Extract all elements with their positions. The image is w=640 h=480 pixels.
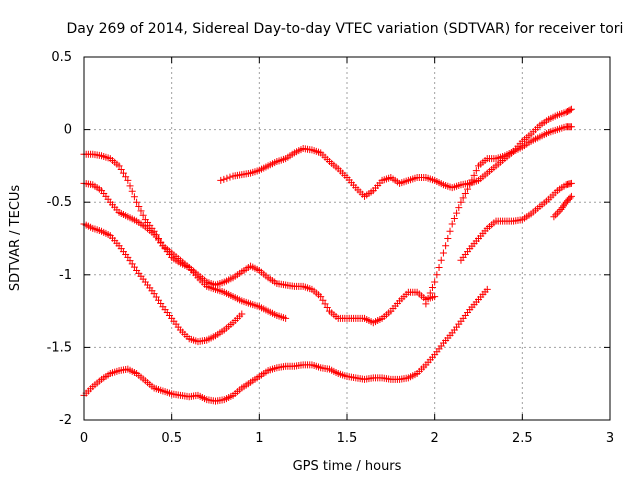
data-point: [555, 207, 563, 215]
x-tick-label: 3: [606, 431, 614, 446]
data-point: [317, 293, 325, 301]
y-axis-ticks: -2 -1.5 -1 -0.5 0 0.5: [47, 50, 610, 428]
data-point: [135, 203, 143, 211]
data-point: [426, 289, 434, 297]
data-point: [122, 173, 130, 181]
y-tick-label: -1.5: [47, 340, 72, 355]
data-point: [117, 166, 125, 174]
data-point: [431, 278, 439, 286]
x-tick-label: 2.5: [512, 431, 533, 446]
y-tick-label: -0.5: [47, 195, 72, 210]
data-point: [137, 207, 145, 215]
data-point: [428, 284, 436, 292]
y-tick-label: -2: [59, 413, 72, 428]
data-point: [466, 181, 474, 189]
data-point: [567, 123, 575, 131]
data-point: [133, 198, 141, 206]
y-tick-label: 0.5: [51, 50, 72, 65]
chart-title: Day 269 of 2014, Sidereal Day-to-day VTE…: [67, 21, 624, 37]
x-tick-label: 1: [255, 431, 263, 446]
data-points: [80, 105, 575, 405]
data-point: [567, 192, 575, 200]
data-point: [446, 227, 454, 235]
data-point: [472, 167, 480, 175]
data-point: [126, 182, 134, 190]
data-point: [558, 204, 566, 212]
data-point: [560, 202, 568, 210]
data-point: [557, 205, 565, 213]
data-point: [566, 194, 574, 202]
data-point: [437, 256, 445, 264]
data-point: [130, 193, 138, 201]
series-arc-8: [550, 192, 575, 221]
data-point: [223, 174, 231, 182]
series-arc-5: [217, 123, 575, 200]
grid-lines: [83, 56, 611, 421]
x-tick-label: 0: [80, 431, 88, 446]
data-point: [566, 106, 574, 114]
series-arc-6: [422, 105, 575, 308]
data-point: [483, 285, 491, 293]
data-point: [238, 310, 246, 318]
data-point: [468, 176, 476, 184]
data-point: [470, 171, 478, 179]
data-point: [457, 198, 465, 206]
data-point: [424, 294, 432, 302]
data-point: [319, 296, 327, 304]
data-point: [450, 215, 458, 223]
series-arc-4: [80, 285, 491, 405]
data-point: [553, 209, 561, 217]
data-point: [217, 176, 225, 184]
data-point: [128, 187, 136, 195]
data-point: [552, 211, 560, 219]
y-tick-label: -1: [59, 268, 72, 283]
series-arc-2: [80, 179, 439, 327]
x-axis-ticks: 0 0.5 1 1.5 2 2.5 3: [80, 57, 614, 446]
x-tick-label: 1.5: [337, 431, 358, 446]
data-point: [442, 242, 450, 250]
data-point: [321, 300, 329, 308]
data-point: [220, 175, 228, 183]
data-point: [226, 173, 234, 181]
x-tick-label: 0.5: [161, 431, 182, 446]
data-point: [455, 204, 463, 212]
y-axis-label: SDTVAR / TECUs: [8, 185, 23, 292]
data-point: [422, 300, 430, 308]
data-point: [439, 249, 447, 257]
x-tick-label: 2: [431, 431, 439, 446]
x-axis-label: GPS time / hours: [293, 459, 402, 474]
data-point: [282, 314, 290, 322]
series-arc-1: [80, 150, 290, 322]
data-point: [323, 303, 331, 311]
data-point: [550, 213, 558, 221]
data-point: [119, 169, 127, 177]
data-point: [444, 235, 452, 242]
data-point: [124, 176, 132, 184]
data-point: [459, 194, 467, 202]
series-arc-7: [457, 179, 575, 264]
data-point: [464, 185, 472, 193]
data-point: [567, 179, 575, 187]
data-point: [431, 293, 439, 301]
data-point: [453, 209, 461, 217]
data-point: [461, 189, 469, 197]
data-point: [448, 220, 456, 228]
data-point: [435, 264, 443, 272]
data-point: [139, 211, 147, 219]
data-point: [567, 105, 575, 113]
data-point: [115, 162, 123, 170]
data-point: [433, 271, 441, 279]
y-tick-label: 0: [64, 123, 72, 138]
series-arc-3: [80, 220, 246, 346]
